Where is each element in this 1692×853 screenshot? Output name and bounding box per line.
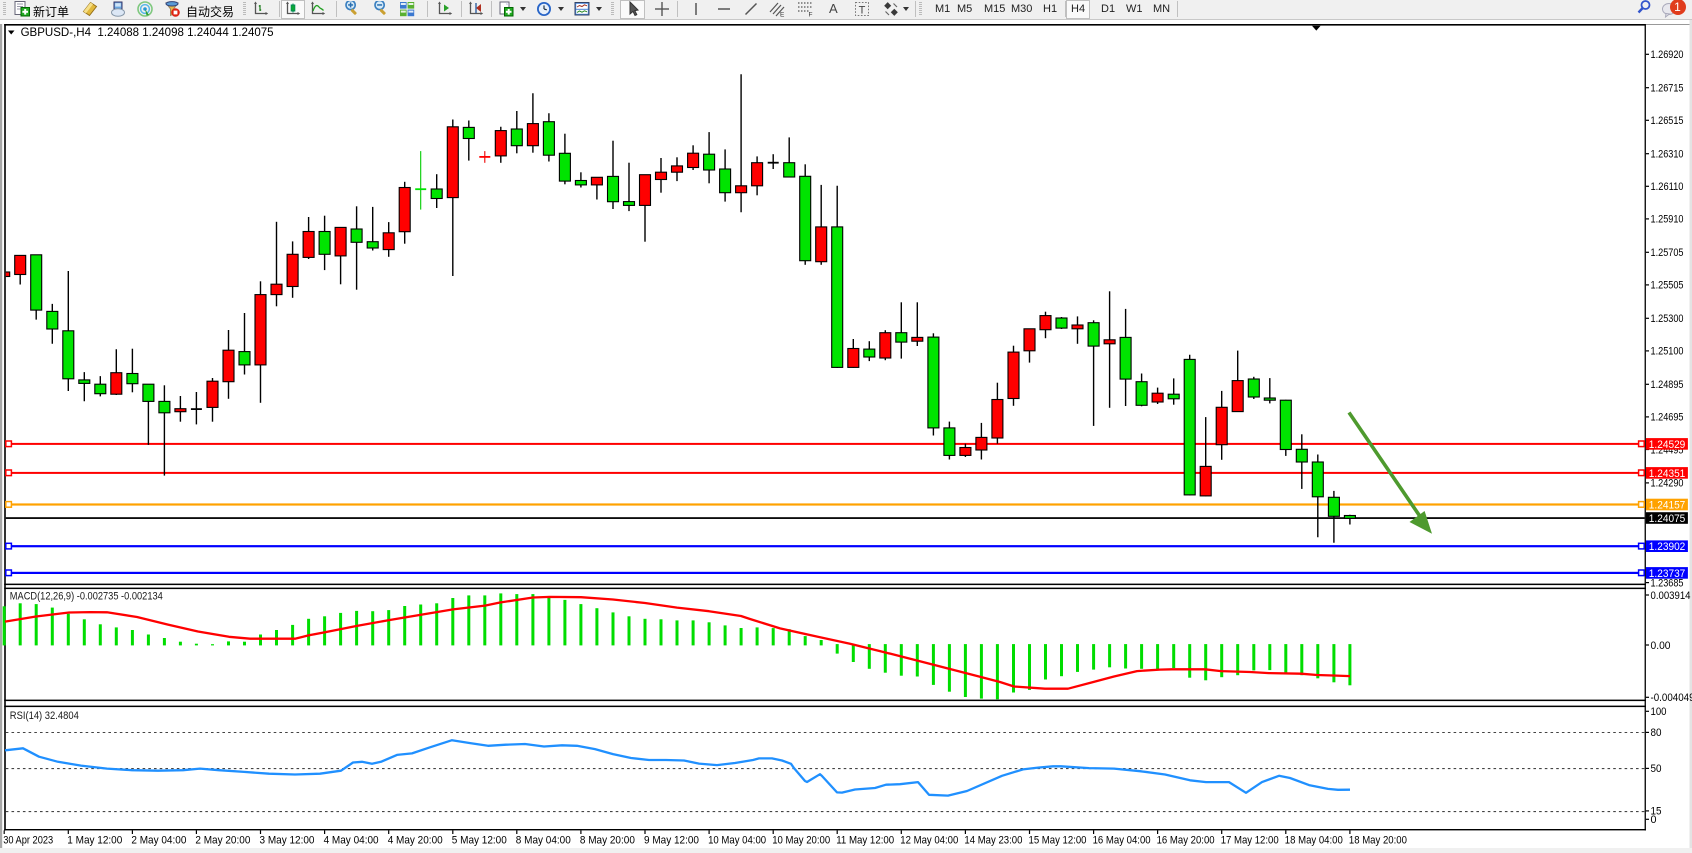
svg-text:E: E — [780, 12, 785, 18]
svg-text:1.24157: 1.24157 — [1649, 500, 1686, 512]
svg-text:2 May 04:00: 2 May 04:00 — [131, 835, 186, 847]
svg-text:10 May 04:00: 10 May 04:00 — [708, 835, 766, 847]
svg-text:4 May 04:00: 4 May 04:00 — [324, 835, 379, 847]
svg-text:1.24290: 1.24290 — [1651, 478, 1684, 490]
svg-text:1.23685: 1.23685 — [1651, 577, 1684, 589]
svg-text:11 May 12:00: 11 May 12:00 — [836, 835, 894, 847]
svg-text:9 May 12:00: 9 May 12:00 — [644, 835, 699, 847]
svg-text:1.23737: 1.23737 — [1649, 568, 1686, 580]
svg-text:8 May 20:00: 8 May 20:00 — [580, 835, 635, 847]
svg-text:100: 100 — [1651, 706, 1667, 718]
svg-text:1.24895: 1.24895 — [1651, 379, 1684, 391]
svg-text:1.24075: 1.24075 — [1649, 513, 1686, 525]
svg-text:GBPUSD-,H4 1.24088 1.24098 1.: GBPUSD-,H4 1.24088 1.24098 1.24044 1.240… — [21, 25, 274, 39]
svg-text:1.24695: 1.24695 — [1651, 412, 1684, 424]
svg-text:15 May 12:00: 15 May 12:00 — [1029, 835, 1087, 847]
svg-text:3 May 12:00: 3 May 12:00 — [260, 835, 315, 847]
svg-text:MACD(12,26,9) -0.002735 -0.002: MACD(12,26,9) -0.002735 -0.002134 — [10, 591, 163, 603]
svg-text:16 May 20:00: 16 May 20:00 — [1157, 835, 1215, 847]
svg-text:F: F — [809, 12, 813, 18]
svg-text:2 May 20:00: 2 May 20:00 — [195, 835, 250, 847]
svg-text:1.24529: 1.24529 — [1649, 439, 1686, 451]
svg-text:8 May 04:00: 8 May 04:00 — [516, 835, 571, 847]
svg-text:1.24351: 1.24351 — [1649, 468, 1686, 480]
svg-text:10 May 20:00: 10 May 20:00 — [772, 835, 830, 847]
svg-text:1.25705: 1.25705 — [1651, 247, 1684, 259]
svg-text:RSI(14) 32.4804: RSI(14) 32.4804 — [10, 710, 79, 722]
svg-text:T: T — [859, 5, 866, 17]
svg-text:4 May 20:00: 4 May 20:00 — [388, 835, 443, 847]
svg-text:1 May 12:00: 1 May 12:00 — [67, 835, 122, 847]
svg-text:1.25100: 1.25100 — [1651, 346, 1684, 358]
svg-text:18 May 04:00: 18 May 04:00 — [1285, 835, 1343, 847]
svg-text:1.26920: 1.26920 — [1651, 49, 1684, 61]
svg-text:1.23902: 1.23902 — [1649, 541, 1686, 553]
svg-text:16 May 04:00: 16 May 04:00 — [1093, 835, 1151, 847]
svg-text:50: 50 — [1651, 763, 1662, 775]
svg-text:1.26715: 1.26715 — [1651, 83, 1684, 95]
svg-text:17 May 12:00: 17 May 12:00 — [1221, 835, 1279, 847]
svg-text:0.00: 0.00 — [1651, 640, 1671, 652]
svg-text:0.003914: 0.003914 — [1651, 590, 1691, 602]
svg-text:1.26310: 1.26310 — [1651, 149, 1684, 161]
svg-text:30 Apr 2023: 30 Apr 2023 — [3, 835, 53, 847]
svg-text:1.25300: 1.25300 — [1651, 313, 1684, 325]
svg-text:1.25505: 1.25505 — [1651, 280, 1684, 292]
svg-text:12 May 04:00: 12 May 04:00 — [900, 835, 958, 847]
svg-text:0: 0 — [1651, 814, 1657, 826]
svg-text:1.25910: 1.25910 — [1651, 214, 1684, 226]
svg-text:1.26515: 1.26515 — [1651, 115, 1684, 127]
svg-text:18 May 20:00: 18 May 20:00 — [1349, 835, 1407, 847]
svg-text:80: 80 — [1651, 727, 1662, 739]
svg-text:14 May 23:00: 14 May 23:00 — [964, 835, 1022, 847]
svg-text:-0.004049: -0.004049 — [1651, 692, 1692, 704]
svg-text:15: 15 — [1651, 806, 1662, 818]
svg-text:1.26110: 1.26110 — [1651, 181, 1684, 193]
svg-text:5 May 12:00: 5 May 12:00 — [452, 835, 507, 847]
